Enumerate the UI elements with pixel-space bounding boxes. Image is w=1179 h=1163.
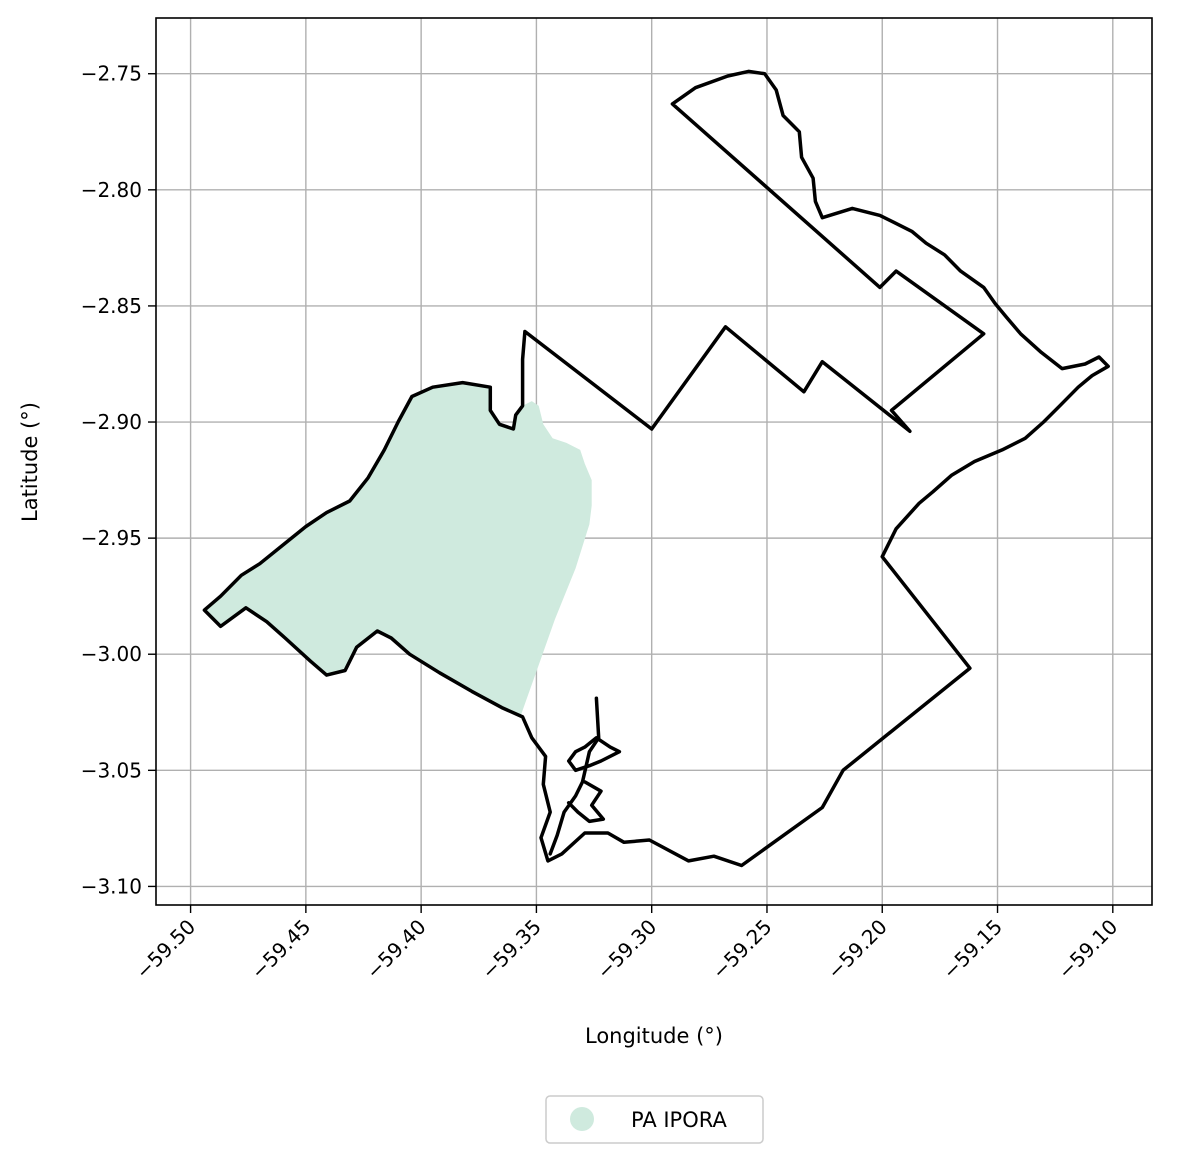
- map-layers: [202, 69, 1110, 868]
- y-tick-label: −2.95: [81, 526, 142, 550]
- y-tick-label: −2.75: [81, 62, 142, 86]
- legend-label: PA IPORA: [631, 1108, 727, 1132]
- y-tick-label: −3.10: [81, 874, 142, 898]
- legend-frame: [545, 1095, 764, 1144]
- y-tick-label: −3.00: [81, 642, 142, 666]
- x-axis-title: Longitude (°): [585, 1024, 723, 1048]
- legend-marker: [570, 1107, 594, 1131]
- legend: PA IPORA: [545, 1095, 764, 1144]
- y-tick-label: −2.90: [81, 410, 142, 434]
- y-tick-label: −3.05: [81, 758, 142, 782]
- plot-frame: [155, 17, 1153, 906]
- river-channel-line: [566, 780, 606, 824]
- river-channel-line: [566, 736, 622, 773]
- boundary-outline: [202, 69, 1110, 868]
- y-tick-label: −2.85: [81, 294, 142, 318]
- y-axis-title: Latitude (°): [18, 402, 42, 522]
- pa-ipora-area: [204, 382, 592, 717]
- gridlines: [156, 18, 1152, 905]
- y-tick-label: −2.80: [81, 178, 142, 202]
